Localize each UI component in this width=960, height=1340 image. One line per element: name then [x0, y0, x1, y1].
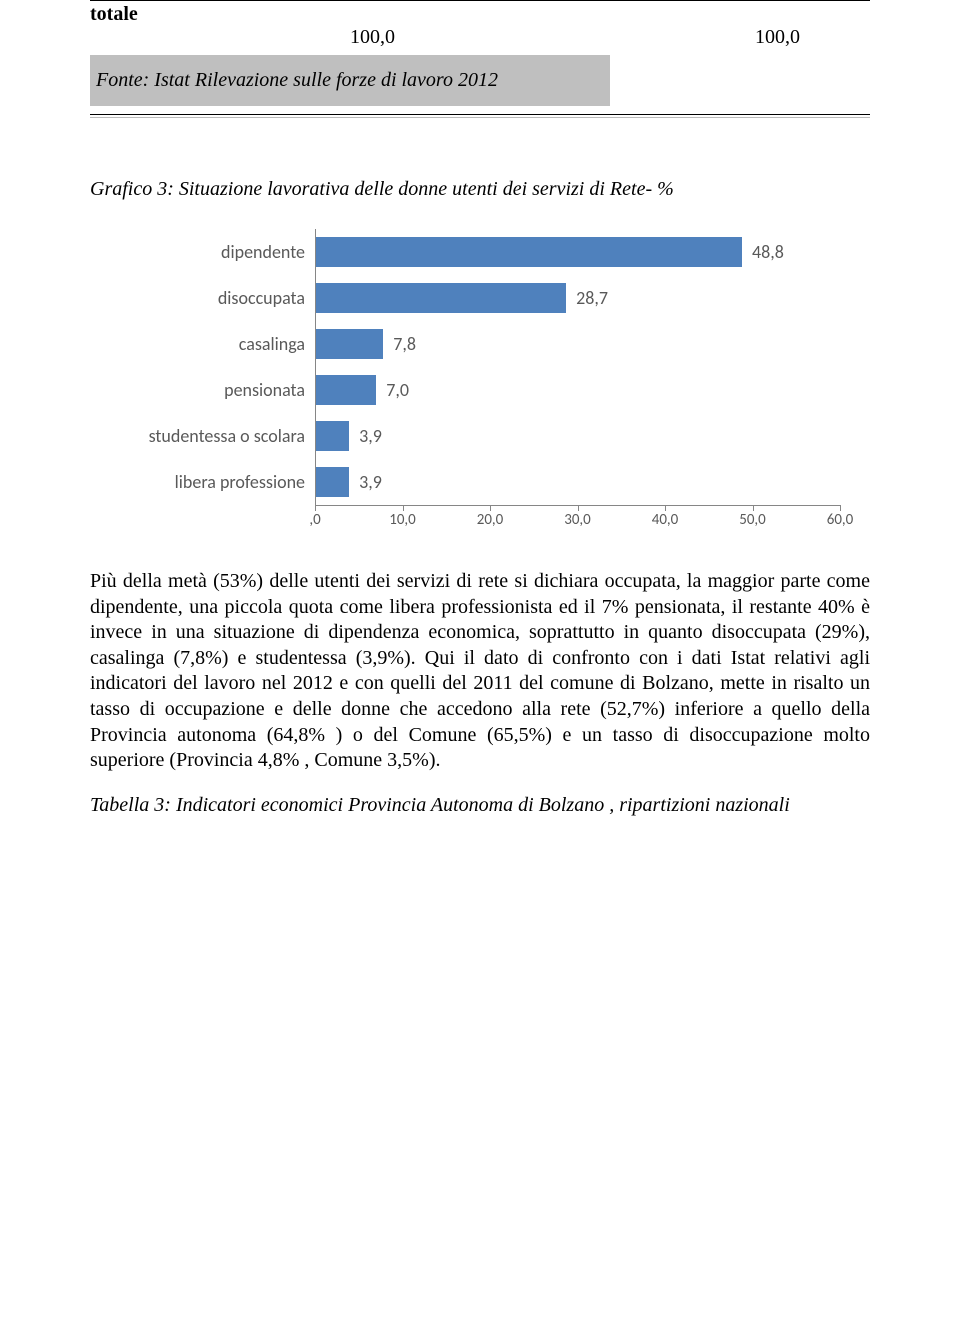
- bar: [315, 283, 566, 313]
- x-tick-label: 60,0: [827, 511, 854, 529]
- value-label: 7,0: [376, 379, 409, 401]
- category-label: studentessa o scolara: [120, 425, 315, 447]
- chart-row: studentessa o scolara 3,9: [120, 413, 840, 459]
- totale-value-1: 100,0: [290, 26, 450, 49]
- table-caption: Tabella 3: Indicatori economici Provinci…: [90, 794, 870, 817]
- chart-row: casalinga 7,8: [120, 321, 840, 367]
- x-tick-label: 40,0: [652, 511, 679, 529]
- bar: [315, 375, 376, 405]
- value-label: 7,8: [383, 333, 416, 355]
- bar: [315, 421, 349, 451]
- source-note: Fonte: Istat Rilevazione sulle forze di …: [90, 55, 610, 106]
- category-label: pensionata: [120, 379, 315, 401]
- rule-top: [90, 0, 870, 1]
- totale-label: totale: [90, 3, 290, 26]
- x-tick-label: ,0: [309, 511, 320, 529]
- value-label: 28,7: [566, 287, 608, 309]
- x-tick-label: 30,0: [564, 511, 591, 529]
- value-label: 3,9: [349, 471, 382, 493]
- body-paragraph: Più della metà (53%) delle utenti dei se…: [90, 569, 870, 774]
- x-tick-label: 10,0: [389, 511, 416, 529]
- y-axis-line: [315, 229, 316, 505]
- value-label: 3,9: [349, 425, 382, 447]
- chart-row: pensionata 7,0: [120, 367, 840, 413]
- bar: [315, 467, 349, 497]
- totale-row: totale: [90, 3, 870, 26]
- category-label: libera professione: [120, 471, 315, 493]
- chart-row: disoccupata 28,7: [120, 275, 840, 321]
- category-label: casalinga: [120, 333, 315, 355]
- bar-chart: dipendente 48,8 disoccupata 28,7 casalinga 7,…: [120, 229, 840, 529]
- bar: [315, 237, 742, 267]
- category-label: disoccupata: [120, 287, 315, 309]
- chart-title: Grafico 3: Situazione lavorativa delle d…: [90, 178, 870, 201]
- x-tick-label: 20,0: [477, 511, 504, 529]
- value-label: 48,8: [742, 241, 784, 263]
- chart-row: dipendente 48,8: [120, 229, 840, 275]
- x-tick-label: 50,0: [739, 511, 766, 529]
- category-label: dipendente: [120, 241, 315, 263]
- totale-value-2: 100,0: [450, 26, 800, 49]
- totale-values-row: 100,0 100,0: [90, 26, 870, 49]
- rule-separator: [90, 114, 870, 118]
- bar: [315, 329, 383, 359]
- chart-row: libera professione 3,9: [120, 459, 840, 505]
